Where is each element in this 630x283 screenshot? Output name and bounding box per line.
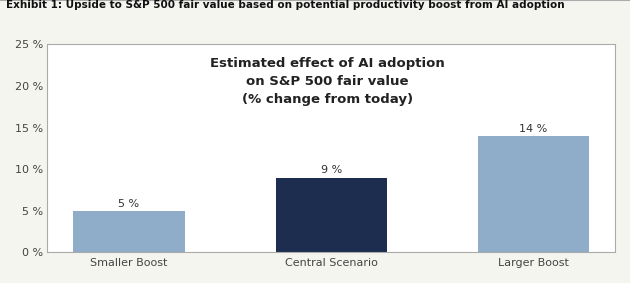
Text: Estimated effect of AI adoption
on S&P 500 fair value
(% change from today): Estimated effect of AI adoption on S&P 5…: [210, 57, 445, 106]
Text: 9 %: 9 %: [321, 166, 342, 175]
Text: Exhibit 1: Upside to S&P 500 fair value based on potential productivity boost fr: Exhibit 1: Upside to S&P 500 fair value …: [6, 0, 565, 10]
Bar: [73, 211, 185, 252]
Bar: [478, 136, 589, 252]
Text: 5 %: 5 %: [118, 199, 139, 209]
Text: 14 %: 14 %: [519, 124, 547, 134]
Bar: [275, 177, 387, 252]
